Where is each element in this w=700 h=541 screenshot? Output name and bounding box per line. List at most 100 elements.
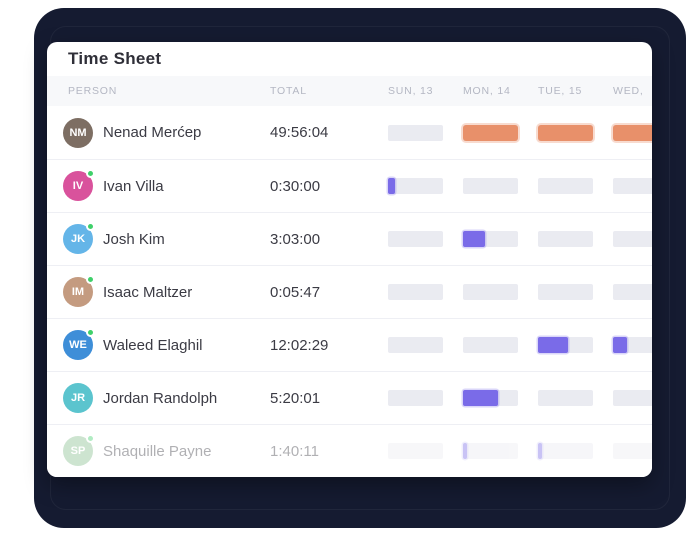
person-name: Ivan Villa (103, 177, 164, 195)
day-bar-track (388, 390, 443, 406)
day-cell[interactable] (463, 372, 538, 424)
day-cell[interactable] (388, 372, 463, 424)
column-header-wed: WED, (613, 85, 644, 97)
online-status-dot (86, 434, 95, 443)
column-header-sun: SUN, 13 (388, 85, 434, 97)
day-cell[interactable] (388, 319, 463, 371)
day-bar-fill (613, 337, 627, 353)
day-cell[interactable] (613, 425, 652, 477)
day-bar-track (613, 124, 652, 141)
day-cell[interactable] (613, 213, 652, 265)
day-bar-track (613, 390, 652, 406)
table-row[interactable]: IM Isaac Maltzer 0:05:47 (47, 265, 652, 318)
table-row[interactable]: SP Shaquille Payne 1:40:11 (47, 424, 652, 477)
total-time: 3:03:00 (270, 230, 321, 248)
day-bar-fill (538, 337, 569, 353)
avatar: WE (63, 328, 95, 360)
day-cell[interactable] (463, 106, 538, 159)
avatar-initials: IV (72, 180, 84, 192)
day-cell[interactable] (538, 266, 613, 318)
table-body: NM Nenad Merćep 49:56:04 IV Ivan Villa 0… (47, 106, 652, 477)
day-cell[interactable] (463, 160, 538, 212)
day-bar-track (613, 443, 652, 459)
avatar-initials: SP (70, 445, 86, 457)
total-time: 49:56:04 (270, 124, 329, 141)
person-name: Shaquille Payne (103, 442, 212, 460)
column-header-mon: MON, 14 (463, 85, 511, 97)
avatar-initials: WE (69, 339, 87, 351)
avatar-initials: NM (69, 126, 87, 139)
day-bar-track (538, 178, 593, 194)
avatar-initials: IM (71, 286, 85, 298)
timesheet-card: Time Sheet PERSON TOTAL SUN, 13 MON, 14 … (47, 42, 652, 477)
avatar: SP (63, 434, 95, 466)
day-cell[interactable] (388, 213, 463, 265)
table-header: PERSON TOTAL SUN, 13 MON, 14 TUE, 15 WED… (47, 76, 652, 106)
table-row[interactable]: WE Waleed Elaghil 12:02:29 (47, 318, 652, 371)
day-cell[interactable] (538, 106, 613, 159)
person-cell: IM Isaac Maltzer (47, 266, 270, 318)
person-name: Isaac Maltzer (103, 283, 193, 301)
day-cell[interactable] (613, 266, 652, 318)
day-cell[interactable] (538, 372, 613, 424)
day-bar-track (538, 231, 593, 247)
total-time: 0:05:47 (270, 283, 321, 301)
day-cell[interactable] (613, 319, 652, 371)
online-status-dot (86, 275, 95, 284)
total-time: 1:40:11 (270, 442, 319, 460)
day-cell[interactable] (613, 372, 652, 424)
day-bar-fill (538, 443, 543, 459)
day-bar-track (538, 443, 593, 459)
day-cell[interactable] (538, 160, 613, 212)
day-cell[interactable] (538, 213, 613, 265)
day-cell[interactable] (388, 425, 463, 477)
day-cell[interactable] (463, 266, 538, 318)
day-cell[interactable] (613, 106, 652, 159)
avatar: IV (63, 169, 95, 201)
day-bar-track (388, 231, 443, 247)
person-cell: JR Jordan Randolph (47, 372, 270, 424)
day-bar-track (463, 443, 518, 459)
avatar: IM (63, 275, 95, 307)
day-bar-track (538, 337, 593, 353)
day-bar-track (613, 231, 652, 247)
day-bar-track (538, 124, 593, 141)
day-cell[interactable] (538, 319, 613, 371)
day-cell[interactable] (388, 106, 463, 159)
day-bar-fill (463, 443, 468, 459)
avatar: JK (63, 222, 95, 254)
day-bar-fill (463, 231, 485, 247)
day-bar-track (463, 178, 518, 194)
day-bar-track (613, 337, 652, 353)
day-bar-track (388, 124, 443, 141)
day-bar-track (613, 284, 652, 300)
person-name: Jordan Randolph (103, 389, 218, 407)
day-cell[interactable] (538, 425, 613, 477)
table-row[interactable]: JK Josh Kim 3:03:00 (47, 212, 652, 265)
column-header-tue: TUE, 15 (538, 85, 583, 97)
person-cell: WE Waleed Elaghil (47, 319, 270, 371)
day-cell[interactable] (463, 425, 538, 477)
avatar-initials: JK (70, 233, 86, 245)
column-header-total: TOTAL (270, 85, 307, 97)
day-bar-fill (463, 390, 498, 406)
day-bar-fill (388, 178, 396, 194)
day-cell[interactable] (388, 266, 463, 318)
person-cell: SP Shaquille Payne (47, 425, 270, 477)
day-cell[interactable] (463, 213, 538, 265)
day-bar-fill (538, 124, 593, 141)
person-cell: IV Ivan Villa (47, 160, 270, 212)
day-cell[interactable] (388, 160, 463, 212)
person-cell: JK Josh Kim (47, 213, 270, 265)
day-cell[interactable] (613, 160, 652, 212)
table-row[interactable]: NM Nenad Merćep 49:56:04 (47, 106, 652, 159)
table-row[interactable]: JR Jordan Randolph 5:20:01 (47, 371, 652, 424)
day-cell[interactable] (463, 319, 538, 371)
table-row[interactable]: IV Ivan Villa 0:30:00 (47, 159, 652, 212)
online-status-dot (86, 169, 95, 178)
day-bar-track (388, 284, 443, 300)
person-name: Waleed Elaghil (103, 336, 203, 354)
day-bar-track (613, 178, 652, 194)
person-cell: NM Nenad Merćep (47, 106, 270, 159)
